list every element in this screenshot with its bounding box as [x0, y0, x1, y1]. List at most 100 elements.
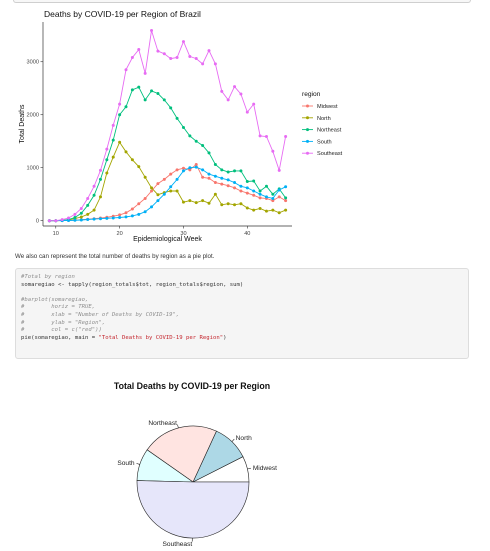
data-point [271, 199, 275, 203]
data-point [226, 178, 230, 182]
data-point [162, 177, 166, 181]
data-point [245, 206, 249, 210]
data-point [239, 184, 243, 188]
legend-item: North [302, 116, 331, 122]
data-point [124, 215, 128, 219]
data-point [162, 192, 166, 196]
data-point [130, 88, 134, 92]
data-point [252, 193, 256, 197]
x-tick-label: 40 [244, 231, 250, 237]
data-point [277, 211, 281, 215]
code-line: # ylab = "Region", [21, 320, 463, 328]
y-axis-label: Total Deaths [19, 104, 26, 143]
legend-item: South [302, 139, 332, 145]
legend-item: Southeast [302, 151, 343, 157]
series-midwest [47, 163, 288, 223]
data-point [73, 212, 77, 216]
data-point [258, 189, 262, 193]
data-point [226, 170, 230, 174]
data-point [169, 106, 173, 110]
series-northeast [47, 85, 288, 223]
data-point [207, 151, 211, 155]
data-point [86, 218, 90, 222]
data-point [245, 179, 249, 183]
code-line [21, 289, 463, 297]
data-point [143, 196, 147, 200]
data-point [194, 165, 198, 169]
data-point [188, 134, 192, 138]
data-point [143, 71, 147, 75]
data-point [201, 62, 205, 66]
data-point [175, 116, 179, 120]
data-point [143, 98, 147, 102]
data-point [111, 138, 115, 142]
data-point [137, 212, 141, 216]
y-tick-label: 2000 [27, 113, 39, 119]
data-point [239, 202, 243, 206]
data-point [264, 209, 268, 213]
data-point [258, 207, 262, 211]
pie-label-tick [177, 424, 179, 429]
data-point [284, 199, 288, 203]
line-chart-axes: 10 20 30 40 0 1000 2000 3000 Epidemiological Wee… [19, 22, 292, 243]
data-point [181, 166, 185, 170]
data-point [264, 184, 268, 188]
data-point [258, 134, 262, 138]
x-tick-label: 20 [116, 231, 122, 237]
data-point [111, 123, 115, 127]
data-point [143, 175, 147, 179]
data-point [130, 158, 134, 162]
data-point [207, 172, 211, 176]
data-point [277, 195, 281, 199]
data-point [181, 40, 185, 44]
data-point [239, 189, 243, 193]
legend-label: Midwest [317, 104, 338, 110]
data-point [220, 176, 224, 180]
code-line: # col = c("red")) [21, 327, 463, 335]
data-point [175, 56, 179, 60]
data-point [137, 165, 141, 169]
data-point [54, 219, 58, 223]
data-point [73, 218, 77, 222]
series-line [49, 30, 287, 222]
data-point [118, 102, 122, 106]
data-point [118, 216, 122, 220]
data-point [67, 218, 71, 222]
data-point [213, 62, 217, 66]
data-point [130, 207, 134, 211]
data-point [92, 193, 96, 197]
data-point [79, 215, 83, 219]
data-point [156, 49, 160, 53]
data-point [284, 208, 288, 212]
data-point [213, 192, 217, 196]
data-point [271, 208, 275, 212]
code-comment: #barplot(somaregiao, [21, 296, 89, 303]
code-block: #Total by region somaregiao <- tapply(reg… [15, 268, 469, 359]
data-point [245, 191, 249, 195]
data-point [169, 189, 173, 193]
code-line: #barplot(somaregiao, [21, 297, 463, 305]
data-point [284, 134, 288, 138]
data-point [252, 208, 256, 212]
data-point [79, 218, 83, 222]
data-point [156, 92, 160, 96]
data-point [150, 28, 154, 32]
code-comment: # horiz = TRUE, [21, 304, 96, 311]
data-point [124, 68, 128, 72]
data-point [207, 201, 211, 205]
data-point [201, 199, 205, 203]
data-point [156, 182, 160, 186]
code-string: "Total Deaths by COVID-19 per Region" [98, 334, 224, 341]
legend-item: Northeast [302, 128, 342, 134]
data-point [98, 195, 102, 199]
pie-label: Northeast [148, 420, 177, 427]
legend-key-point [306, 104, 309, 108]
data-point [98, 177, 102, 181]
line-chart-title: Deaths by COVID-19 per Region of Brazil [44, 9, 201, 19]
data-point [233, 203, 237, 207]
data-point [213, 181, 217, 185]
legend-title: region [302, 91, 321, 98]
data-point [86, 196, 90, 200]
data-point [175, 168, 179, 172]
data-point [162, 98, 166, 102]
